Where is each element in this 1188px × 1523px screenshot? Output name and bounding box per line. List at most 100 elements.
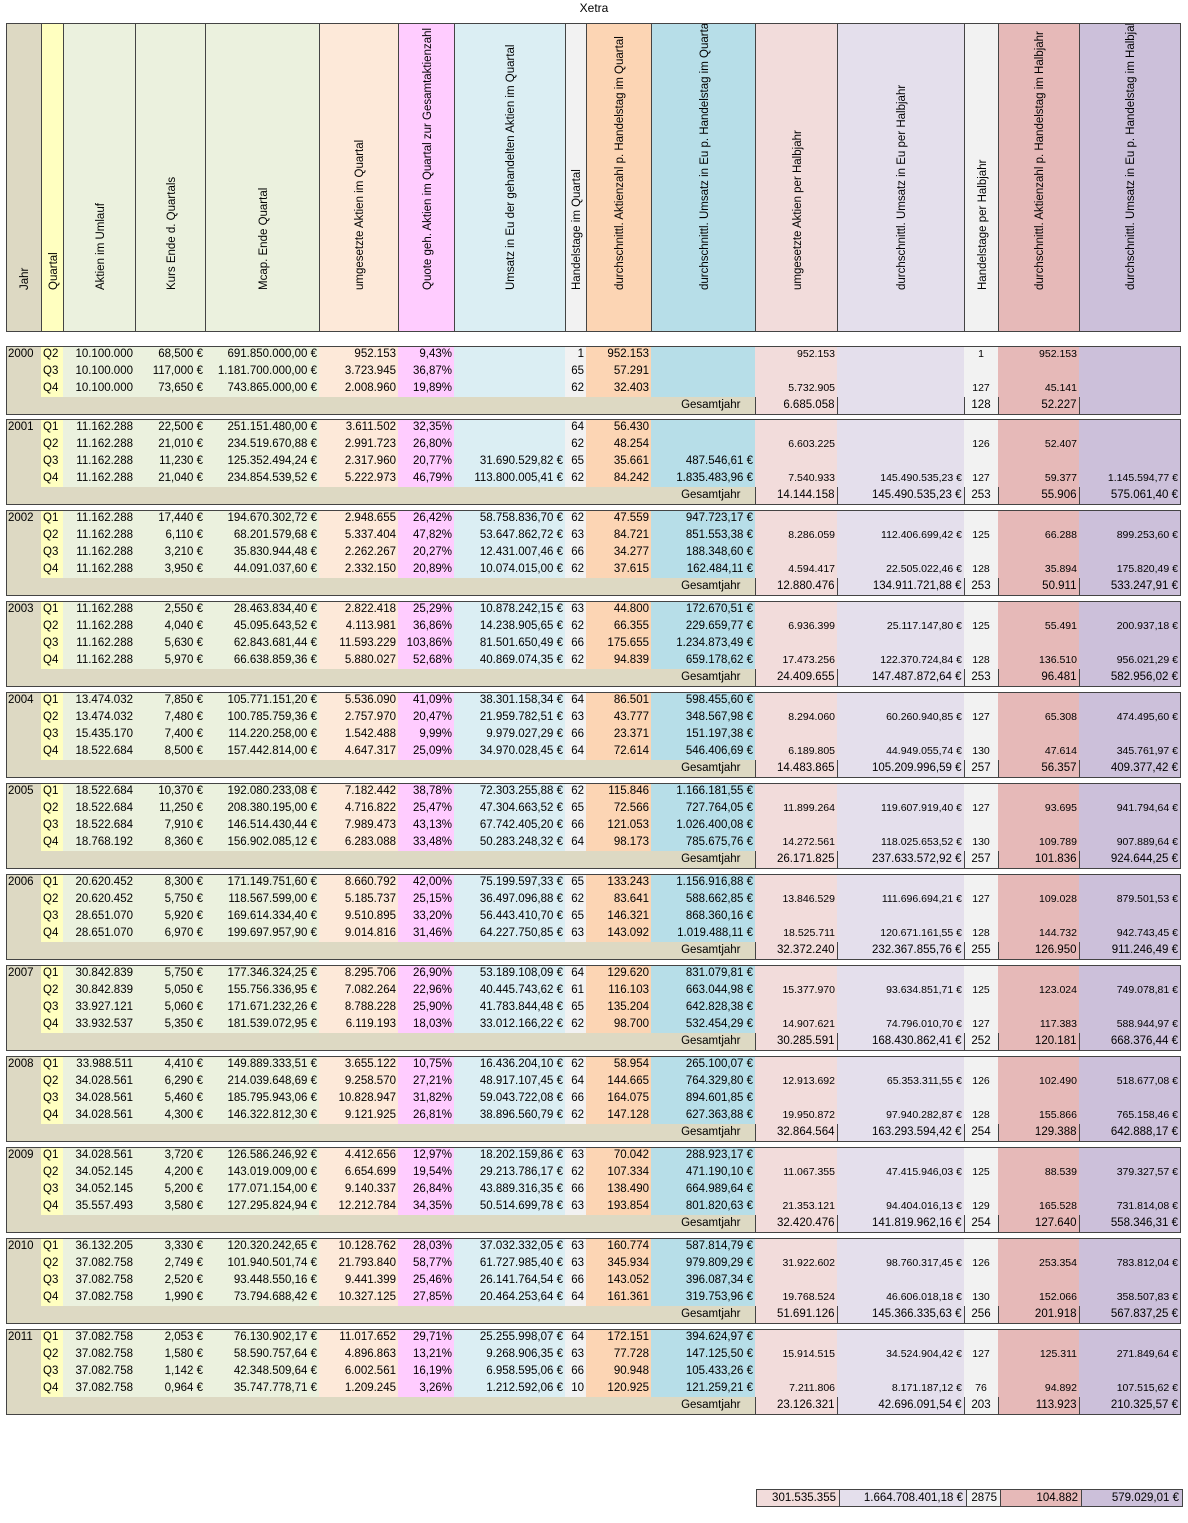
- shares-outstanding-cell: 34.052.145: [63, 1181, 135, 1198]
- half-avg-shares-cell: 55.491: [998, 618, 1079, 635]
- year-total-half-days: 256: [963, 1306, 998, 1323]
- trading-days-cell: 62: [565, 510, 586, 527]
- half-turnover-cell: [837, 999, 964, 1016]
- year-cell: [6, 982, 41, 999]
- year-total-half-avg-turnover: 642.888,17 €: [1078, 1124, 1180, 1141]
- half-avg-shares-cell: [998, 908, 1079, 925]
- shares-outstanding-cell: 11.162.288: [63, 561, 135, 578]
- half-shares-cell: 11.899.264: [755, 800, 837, 817]
- half-turnover-cell: [837, 1090, 964, 1107]
- gesamtjahr-label: Gesamtjahr: [6, 1124, 755, 1141]
- half-days-cell: [964, 1090, 998, 1107]
- avg-turnover-cell: 947.723,17 €: [651, 510, 755, 527]
- quarter-cell: Q4: [41, 1107, 63, 1124]
- traded-shares-cell: 4.716.822: [319, 800, 398, 817]
- avg-shares-cell: 47.559: [586, 510, 651, 527]
- half-turnover-cell: [837, 363, 964, 380]
- half-avg-shares-cell: 109.789: [998, 834, 1079, 851]
- price-cell: 117,000 €: [135, 363, 205, 380]
- quarter-cell: Q4: [41, 470, 63, 487]
- half-shares-cell: 21.353.121: [755, 1198, 837, 1215]
- quota-cell: 34,35%: [398, 1198, 454, 1215]
- year-cell: [6, 726, 41, 743]
- half-turnover-cell: 111.696.694,21 €: [837, 891, 964, 908]
- quarter-cell: Q2: [41, 527, 63, 544]
- quota-cell: 13,21%: [398, 1346, 454, 1363]
- avg-shares-cell: 144.665: [586, 1073, 651, 1090]
- year-total-row: Gesamtjahr 26.171.825 237.633.572,92 €257 1…: [6, 851, 1180, 868]
- half-turnover-cell: 22.505.022,46 €: [837, 561, 964, 578]
- mcap-cell: 93.448.550,16 €: [205, 1272, 319, 1289]
- half-days-cell: 128: [964, 561, 998, 578]
- quota-cell: 43,13%: [398, 817, 454, 834]
- half-avg-shares-cell: 109.028: [998, 891, 1079, 908]
- half-avg-turnover-cell: 474.495,60 €: [1079, 709, 1180, 726]
- half-avg-turnover-cell: [1079, 380, 1180, 397]
- quarter-cell: Q4: [41, 834, 63, 851]
- price-cell: 73,650 €: [135, 380, 205, 397]
- year-cell: [6, 1380, 41, 1397]
- quarter-cell: Q4: [41, 1016, 63, 1033]
- table-row: Q4 37.082.758 1,990 €73.794.688,42 €10.327…: [6, 1289, 1180, 1306]
- turnover-cell: 29.213.786,17 €: [454, 1164, 565, 1181]
- avg-shares-cell: 84.242: [586, 470, 651, 487]
- half-avg-shares-cell: 144.732: [998, 925, 1079, 942]
- avg-turnover-cell: [651, 346, 755, 363]
- price-cell: 17,440 €: [135, 510, 205, 527]
- half-turnover-cell: [837, 380, 964, 397]
- traded-shares-cell: 7.082.264: [319, 982, 398, 999]
- half-shares-cell: [755, 692, 837, 709]
- avg-shares-cell: 23.371: [586, 726, 651, 743]
- half-shares-cell: 6.189.805: [755, 743, 837, 760]
- half-avg-turnover-cell: [1079, 999, 1180, 1016]
- mcap-cell: 42.348.509,64 €: [205, 1363, 319, 1380]
- traded-shares-cell: 4.647.317: [319, 743, 398, 760]
- half-shares-cell: 6.603.225: [755, 436, 837, 453]
- year-cell: [6, 1090, 41, 1107]
- price-cell: 7,480 €: [135, 709, 205, 726]
- header-trading-days: Handelstage im Quartal: [565, 23, 587, 332]
- shares-outstanding-cell: 33.988.511: [63, 1056, 135, 1073]
- shares-outstanding-cell: 11.162.288: [63, 419, 135, 436]
- avg-turnover-cell: 1.835.483,96 €: [651, 470, 755, 487]
- year-total-half-turnover: 105.209.996,59 €: [836, 760, 964, 777]
- trading-days-cell: 63: [565, 709, 586, 726]
- shares-outstanding-cell: 10.100.000: [63, 380, 135, 397]
- table-row: 2004 Q1 13.474.032 7,850 €105.771.151,20 €5…: [6, 692, 1180, 709]
- half-shares-cell: [755, 1090, 837, 1107]
- quarter-cell: Q2: [41, 1164, 63, 1181]
- half-turnover-cell: 94.404.016,13 €: [837, 1198, 964, 1215]
- avg-shares-cell: 164.075: [586, 1090, 651, 1107]
- half-avg-turnover-cell: 175.820,49 €: [1079, 561, 1180, 578]
- half-avg-turnover-cell: [1079, 1238, 1180, 1255]
- half-turnover-cell: [837, 1181, 964, 1198]
- quarter-cell: Q1: [41, 1329, 63, 1346]
- half-shares-cell: 14.907.621: [755, 1016, 837, 1033]
- trading-days-cell: 64: [565, 692, 586, 709]
- year-total-half-avg-turnover: 210.325,57 €: [1078, 1397, 1180, 1414]
- mcap-cell: 68.201.579,68 €: [205, 527, 319, 544]
- year-total-half-avg-shares: 50.911: [997, 578, 1079, 595]
- year-cell: [6, 618, 41, 635]
- avg-shares-cell: 129.620: [586, 965, 651, 982]
- half-days-cell: [964, 544, 998, 561]
- year-total-row: Gesamtjahr 30.285.591 168.430.862,41 €252 1…: [6, 1033, 1180, 1050]
- year-cell: [6, 527, 41, 544]
- price-cell: 5,350 €: [135, 1016, 205, 1033]
- year-cell: [6, 834, 41, 851]
- half-shares-cell: [755, 510, 837, 527]
- half-turnover-cell: [837, 601, 964, 618]
- half-days-cell: 127: [964, 800, 998, 817]
- avg-shares-cell: 34.277: [586, 544, 651, 561]
- avg-turnover-cell: 1.166.181,55 €: [651, 783, 755, 800]
- turnover-cell: 10.878.242,15 €: [454, 601, 565, 618]
- half-turnover-cell: [837, 1363, 964, 1380]
- year-total-half-avg-shares: 120.181: [997, 1033, 1079, 1050]
- avg-shares-cell: 58.954: [586, 1056, 651, 1073]
- shares-outstanding-cell: 18.768.192: [63, 834, 135, 851]
- year-total-half-turnover: 147.487.872,64 €: [836, 669, 964, 686]
- price-cell: 11,230 €: [135, 453, 205, 470]
- year-total-half-turnover: 163.293.594,42 €: [836, 1124, 964, 1141]
- year-total-half-days: 254: [963, 1215, 998, 1232]
- header-label: Kurs Ende d. Quartals: [165, 176, 178, 290]
